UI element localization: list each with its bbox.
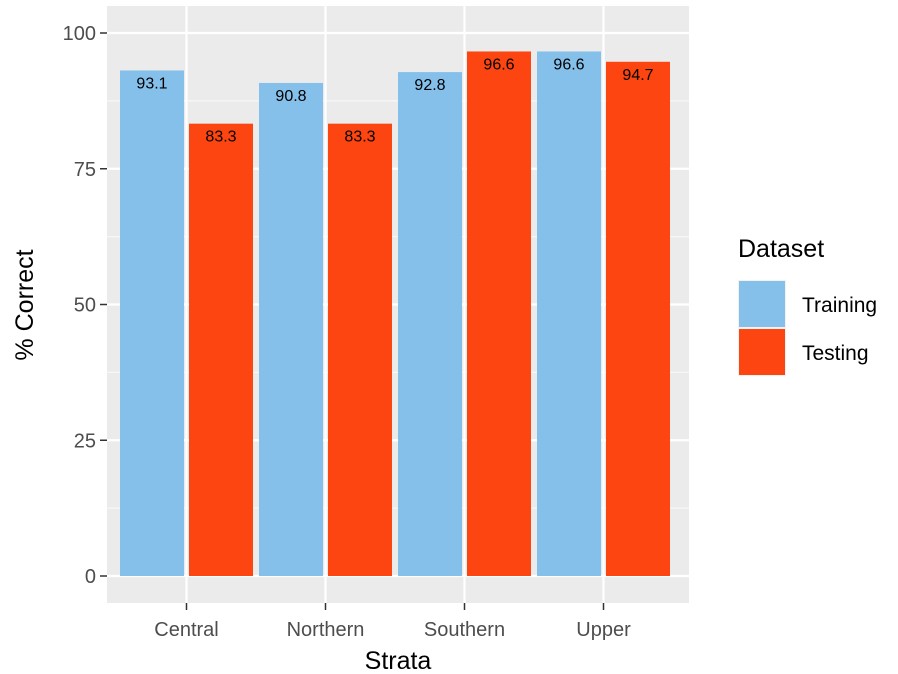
bar-testing-southern bbox=[467, 51, 531, 577]
bar-label-testing-southern: 96.6 bbox=[483, 56, 514, 73]
bar-training-upper bbox=[537, 51, 601, 577]
y-tick-label: 100 bbox=[63, 23, 96, 45]
bars bbox=[120, 51, 670, 577]
y-tick-label: 75 bbox=[74, 159, 96, 181]
bar-testing-central bbox=[189, 123, 253, 576]
y-tick-label: 50 bbox=[74, 295, 96, 317]
bar-testing-upper bbox=[606, 61, 670, 577]
x-axis: Central Northern Southern Upper bbox=[154, 603, 631, 641]
legend: Dataset Training Testing bbox=[738, 235, 877, 376]
bar-training-northern bbox=[259, 82, 323, 577]
bar-label-testing-northern: 83.3 bbox=[344, 129, 375, 146]
legend-key-testing bbox=[739, 329, 785, 375]
y-axis: 0 25 50 75 100 bbox=[63, 23, 107, 588]
bar-label-training-northern: 90.8 bbox=[275, 88, 306, 105]
legend-label-training: Training bbox=[802, 294, 877, 317]
legend-key-training bbox=[739, 281, 785, 327]
bar-label-training-southern: 92.8 bbox=[414, 77, 445, 94]
bar-labels: 93.1 83.3 90.8 83.3 92.8 96.6 96.6 94.7 bbox=[136, 56, 653, 145]
y-tick-label: 25 bbox=[74, 430, 96, 452]
bar-training-southern bbox=[398, 72, 462, 576]
legend-label-testing: Testing bbox=[802, 342, 869, 365]
y-tick-label: 0 bbox=[85, 566, 96, 588]
y-axis-title: % Correct bbox=[11, 249, 39, 360]
x-tick-label: Central bbox=[154, 619, 218, 641]
bar-label-training-upper: 96.6 bbox=[553, 56, 584, 73]
bar-label-testing-upper: 94.7 bbox=[622, 67, 653, 84]
x-tick-label: Northern bbox=[287, 619, 365, 641]
legend-title: Dataset bbox=[738, 235, 824, 263]
bar-label-testing-central: 83.3 bbox=[205, 129, 236, 146]
bar-training-central bbox=[120, 70, 184, 576]
bar-label-training-central: 93.1 bbox=[136, 75, 167, 92]
x-axis-title: Strata bbox=[365, 647, 432, 674]
bar-testing-northern bbox=[328, 123, 392, 576]
x-tick-label: Upper bbox=[576, 619, 631, 641]
x-tick-label: Southern bbox=[424, 619, 505, 641]
